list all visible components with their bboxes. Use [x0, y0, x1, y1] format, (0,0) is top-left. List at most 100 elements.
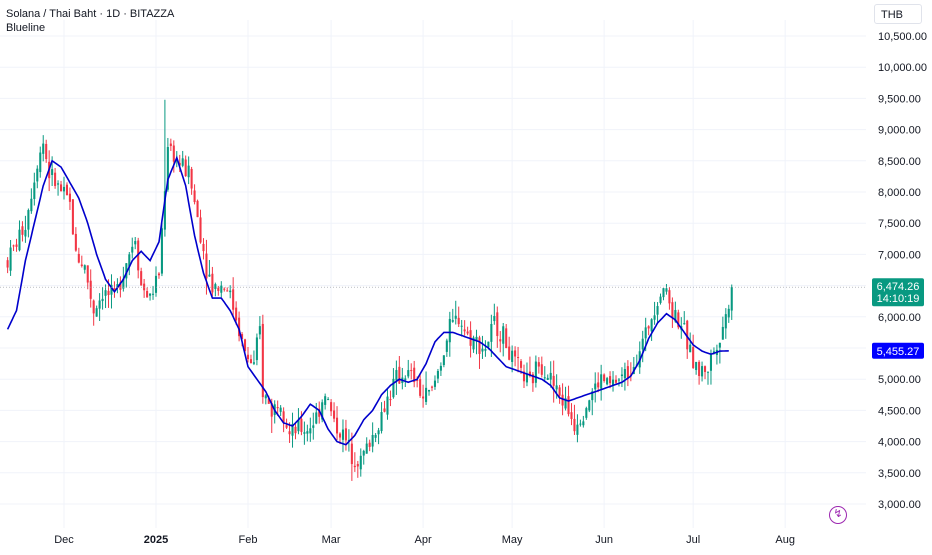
y-tick-label: 8,500.00 [878, 156, 921, 168]
candle-body [496, 312, 499, 337]
candle-body [151, 293, 155, 295]
candle-body [698, 361, 701, 377]
candle-body [208, 274, 211, 277]
x-tick-label: 2025 [144, 534, 168, 546]
candle-body [33, 182, 36, 199]
candle-body [101, 298, 104, 302]
candle-body [232, 289, 235, 310]
candle-body [306, 431, 309, 434]
candle-body [107, 290, 110, 296]
candle-body [413, 367, 416, 383]
currency-selector[interactable]: THB [874, 4, 922, 24]
candle-body [30, 198, 33, 212]
candle-body [119, 282, 122, 290]
candle-body [490, 323, 493, 342]
candle-body [626, 366, 629, 378]
candle-body [45, 143, 48, 160]
candle-body [677, 312, 680, 328]
candle-body [42, 143, 45, 154]
candle-body [18, 229, 21, 251]
candle-body [330, 402, 333, 412]
candle-body [718, 342, 721, 348]
candle-body [416, 379, 419, 381]
candle-body [205, 253, 208, 279]
candle-body [285, 425, 288, 428]
blueline-path [6, 155, 729, 446]
candle-body [229, 290, 232, 293]
candle-body [211, 273, 214, 293]
candle-body [104, 290, 107, 296]
candle-body [579, 423, 582, 425]
candle-body [564, 398, 567, 409]
candle-body [487, 341, 490, 348]
candle-body [359, 455, 362, 470]
candle-body [131, 246, 134, 253]
candle-body [493, 316, 496, 322]
candle-body [475, 336, 478, 341]
candle-body [335, 417, 339, 434]
candle-body [113, 288, 116, 290]
candle-body [338, 433, 342, 438]
candle-body [24, 229, 27, 237]
candle-body [125, 263, 128, 279]
candle-body [9, 247, 12, 271]
candle-body [555, 385, 558, 390]
candle-body [665, 288, 668, 292]
candle-body [344, 428, 347, 441]
candle-body [398, 366, 401, 384]
candle-body [561, 394, 564, 406]
y-tick-label: 8,000.00 [878, 187, 921, 199]
candle-body [59, 184, 63, 192]
candle-body [386, 396, 389, 415]
y-tick-label: 5,000.00 [878, 374, 921, 386]
candle-body [659, 296, 662, 303]
candle-body [484, 349, 487, 351]
candle-body [454, 315, 457, 319]
candle-body [614, 379, 618, 383]
candle-body [617, 379, 621, 381]
candle-body [433, 380, 437, 387]
indicator-label[interactable]: Blueline [6, 22, 46, 34]
candle-body [252, 362, 255, 364]
candle-body [62, 186, 66, 192]
candle-body [703, 366, 707, 372]
candle-body [591, 391, 594, 401]
candle-body [641, 338, 644, 350]
grid [0, 20, 866, 528]
candle-body [270, 402, 273, 417]
candle-body [609, 376, 612, 384]
candle-body [505, 328, 508, 349]
candle-body [671, 302, 674, 319]
candle-body [68, 193, 71, 202]
candle-body [392, 378, 395, 398]
symbol-title[interactable]: Solana / Thai Baht · 1D · BITAZZA [6, 8, 175, 20]
candle-body [324, 396, 327, 405]
candle-body [199, 217, 202, 243]
candle-body [597, 382, 600, 388]
candle-body [110, 284, 113, 295]
candle-body [312, 425, 315, 428]
candle-body [389, 399, 392, 401]
lightning-bolt-icon[interactable]: ↯ [829, 506, 847, 524]
candle-body [327, 399, 330, 401]
candle-body [478, 337, 481, 354]
candle-body [241, 334, 244, 339]
candle-body [650, 319, 653, 332]
candle-body [178, 162, 181, 166]
candle-body [502, 326, 505, 344]
candle-body [220, 285, 223, 293]
candle-body [187, 165, 190, 178]
y-tick-label: 3,500.00 [878, 468, 921, 480]
candle-body [140, 271, 143, 286]
bar-countdown: 14:10:19 [877, 293, 920, 305]
candle-body [83, 265, 86, 270]
candle-body [294, 426, 297, 434]
candle-body [419, 379, 422, 396]
candle-body [309, 428, 312, 434]
candle-body [77, 253, 80, 263]
candle-body [730, 287, 733, 311]
candle-body [27, 210, 30, 230]
